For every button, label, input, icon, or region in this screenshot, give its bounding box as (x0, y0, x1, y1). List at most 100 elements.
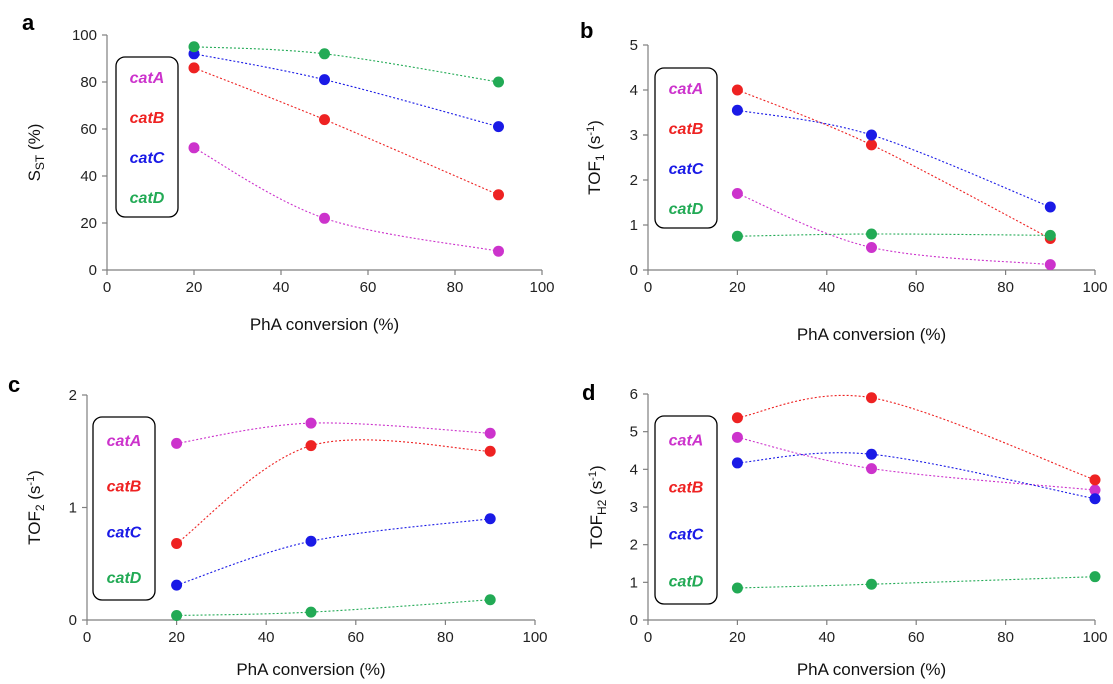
legend-label-catC: catC (130, 150, 165, 167)
x-tick-label: 0 (644, 279, 652, 296)
y-axis-label: TOF2 (s-1) (25, 470, 47, 545)
legend-label-catD: catD (669, 201, 704, 218)
data-point-catA (1089, 484, 1101, 496)
y-axis-label-unit: (s (587, 481, 606, 500)
legend-label-catD: catD (130, 190, 165, 207)
panel-letter: a (22, 10, 35, 35)
data-point-catC (171, 579, 183, 591)
y-tick-label: 5 (630, 37, 638, 54)
trend-line-catA (193, 147, 499, 252)
y-axis-label: TOF1 (s-1) (585, 120, 607, 195)
legend-label-catD: catD (107, 570, 142, 587)
data-point-catC (484, 513, 496, 525)
y-axis-label: SST (%) (25, 124, 47, 182)
data-point-catC (1089, 493, 1101, 505)
data-point-catA (1044, 259, 1056, 271)
y-tick-label: 1 (69, 500, 77, 517)
x-axis-label: PhA conversion (%) (797, 660, 946, 679)
y-tick-label: 1 (630, 217, 638, 234)
legend-label-catA: catA (669, 81, 704, 98)
data-point-catB (305, 440, 317, 452)
y-tick-label: 5 (630, 424, 638, 441)
x-tick-label: 20 (168, 629, 185, 646)
data-point-catB (484, 445, 496, 457)
y-axis-label-unit: (%) (25, 124, 44, 155)
y-tick-label: 0 (630, 262, 638, 279)
y-tick-label: 4 (630, 82, 638, 99)
data-point-catD (493, 76, 504, 88)
legend-label-catB: catB (669, 121, 704, 138)
panel-letter: c (8, 372, 20, 397)
chart-panel-b: b 0 20 40 60 80 100 0 1 2 3 4 5 PhA conversion (%) TOF… (580, 18, 1108, 344)
legend-label-catC: catC (107, 524, 142, 541)
y-tick-label: 2 (630, 172, 638, 189)
legend-box (654, 67, 718, 229)
x-tick-label: 80 (997, 629, 1014, 646)
x-tick-label: 60 (908, 279, 925, 296)
y-tick-label: 2 (69, 387, 77, 404)
chart-panel-a: a 0 20 40 60 80 100 0 20 40 60 80 100 PhA conversion … (22, 10, 555, 334)
data-point-catB (171, 538, 183, 549)
y-axis-label: TOFH2 (s-1) (587, 465, 609, 548)
trend-line-catD (737, 576, 1096, 589)
x-tick-label: 0 (83, 629, 91, 646)
data-point-catB (866, 139, 877, 151)
data-point-catD (305, 606, 317, 618)
data-point-catB (493, 189, 504, 201)
data-point-catA (493, 245, 504, 257)
x-tick-label: 80 (997, 279, 1014, 296)
trend-line-catC (737, 452, 1096, 500)
data-point-catD (1089, 571, 1101, 583)
legend-label-catD: catD (669, 574, 704, 591)
x-tick-label: 20 (729, 629, 746, 646)
data-point-catC (305, 535, 317, 547)
x-axis-label: PhA conversion (%) (236, 660, 385, 679)
data-point-catA (484, 427, 496, 439)
trend-line-catD (737, 233, 1051, 237)
data-point-catB (319, 114, 330, 126)
chart-panel-d: d 0 20 40 60 80 100 0 1 2 3 4 5 6 PhA conversion (%) TO… (582, 380, 1108, 679)
x-tick-label: 20 (186, 279, 203, 296)
x-axis-label: PhA conversion (%) (250, 315, 399, 334)
legend-label-catC: catC (669, 527, 704, 544)
data-point-catC (319, 74, 330, 86)
data-point-catA (188, 142, 200, 154)
y-axis-label-sup: -1 (25, 476, 37, 486)
x-tick-label: 100 (1082, 279, 1107, 296)
y-tick-label: 2 (630, 537, 638, 554)
x-tick-label: 100 (529, 279, 554, 296)
data-point-catA (319, 212, 330, 224)
data-point-catA (866, 242, 877, 253)
y-axis-label-sub: 1 (593, 154, 607, 161)
panel-letter: d (582, 380, 595, 405)
legend-label-catA: catA (107, 433, 142, 450)
data-point-catD (484, 594, 496, 606)
data-point-catD (731, 582, 743, 594)
data-point-catB (731, 84, 743, 96)
trend-line-catD (193, 46, 499, 83)
y-tick-label: 6 (630, 386, 638, 403)
y-axis-label-sub: H2 (595, 499, 609, 515)
x-tick-label: 80 (447, 279, 464, 296)
panel-letter: b (580, 18, 593, 43)
data-point-catD (319, 48, 330, 60)
x-tick-label: 100 (1082, 629, 1107, 646)
legend-label-catB: catB (669, 480, 704, 497)
data-point-catD (171, 610, 183, 621)
data-point-catD (731, 230, 743, 242)
y-tick-label: 0 (89, 262, 97, 279)
y-tick-label: 80 (80, 74, 97, 91)
x-tick-label: 40 (818, 279, 835, 296)
y-tick-label: 1 (630, 574, 638, 591)
x-tick-label: 60 (908, 629, 925, 646)
y-axis-label-main: TOF (585, 161, 604, 195)
y-tick-label: 3 (630, 127, 638, 144)
y-axis-label-main: S (25, 170, 44, 181)
y-axis-label-unit: (s (585, 136, 604, 155)
data-point-catA (731, 188, 743, 199)
trend-line-catB (176, 439, 491, 544)
x-tick-label: 80 (437, 629, 454, 646)
x-tick-label: 0 (103, 279, 111, 296)
